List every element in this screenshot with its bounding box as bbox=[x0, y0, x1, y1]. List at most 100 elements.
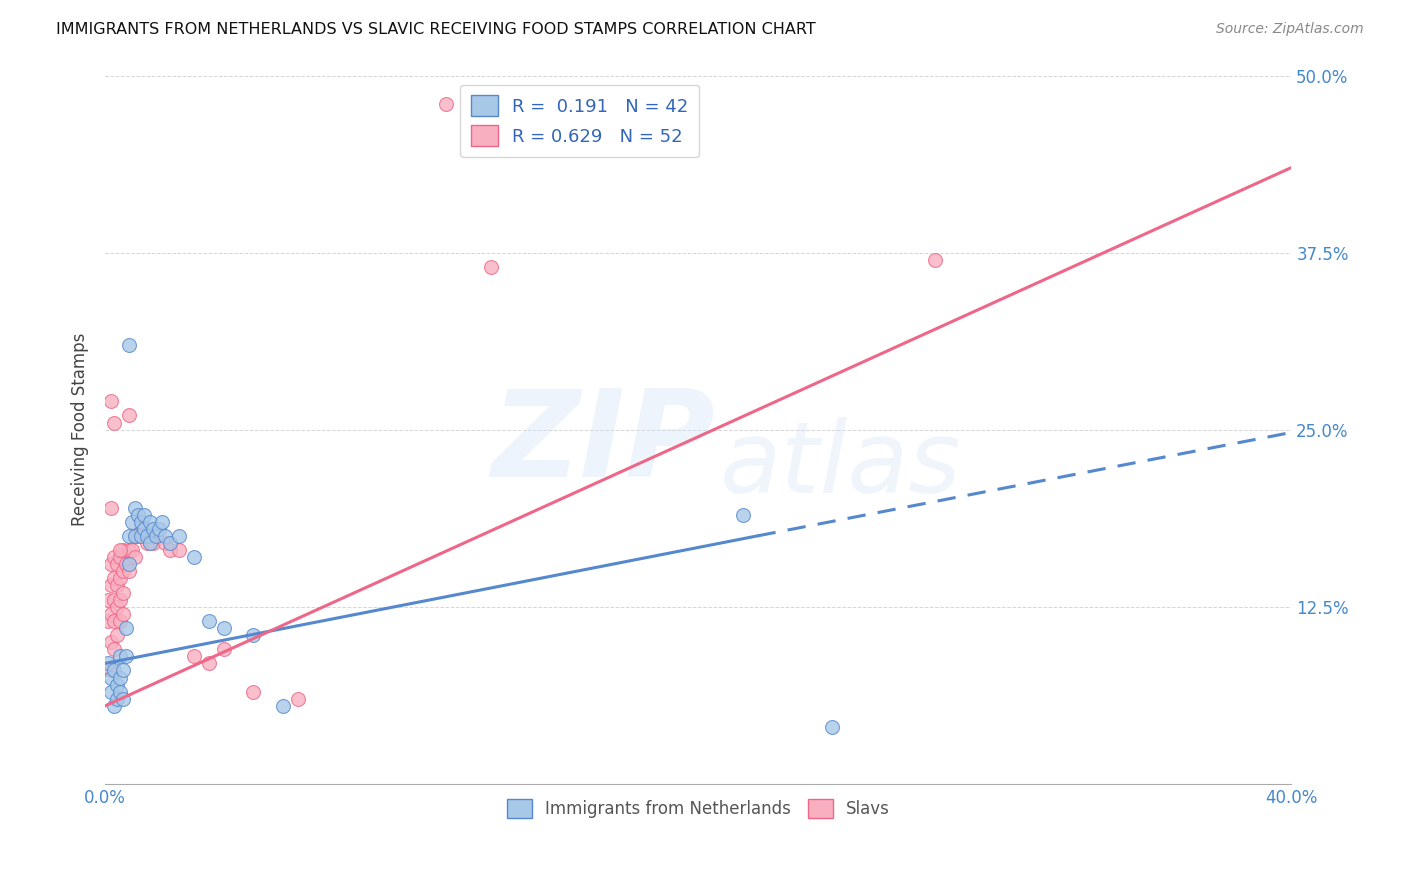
Point bbox=[118, 409, 141, 423]
Point bbox=[111, 543, 134, 558]
Point bbox=[148, 522, 170, 536]
Point bbox=[121, 543, 143, 558]
Point bbox=[924, 252, 946, 267]
Point bbox=[142, 522, 165, 536]
Point bbox=[169, 543, 191, 558]
Point bbox=[145, 529, 167, 543]
Legend: Immigrants from Netherlands, Slavs: Immigrants from Netherlands, Slavs bbox=[501, 792, 897, 825]
Point bbox=[198, 614, 221, 628]
Point bbox=[198, 657, 221, 671]
Point bbox=[121, 515, 143, 529]
Point bbox=[271, 698, 294, 713]
Point bbox=[132, 522, 155, 536]
Point bbox=[103, 614, 125, 628]
Point bbox=[100, 671, 122, 685]
Point bbox=[118, 337, 141, 351]
Point bbox=[138, 515, 160, 529]
Point bbox=[183, 649, 205, 664]
Point bbox=[105, 557, 128, 571]
Point bbox=[821, 720, 844, 734]
Point bbox=[138, 536, 160, 550]
Point bbox=[115, 557, 138, 571]
Point bbox=[242, 684, 264, 698]
Point bbox=[135, 529, 157, 543]
Point bbox=[103, 416, 125, 430]
Point bbox=[103, 592, 125, 607]
Point bbox=[103, 571, 125, 585]
Point bbox=[105, 691, 128, 706]
Point bbox=[153, 529, 176, 543]
Point bbox=[129, 515, 152, 529]
Point bbox=[108, 571, 131, 585]
Point bbox=[108, 684, 131, 698]
Point bbox=[103, 642, 125, 657]
Point bbox=[124, 529, 146, 543]
Text: atlas: atlas bbox=[720, 417, 962, 514]
Point bbox=[118, 564, 141, 578]
Point bbox=[108, 671, 131, 685]
Point bbox=[100, 394, 122, 409]
Point bbox=[111, 564, 134, 578]
Point bbox=[108, 614, 131, 628]
Point bbox=[100, 635, 122, 649]
Point bbox=[129, 522, 152, 536]
Point bbox=[115, 649, 138, 664]
Point bbox=[105, 677, 128, 691]
Point bbox=[150, 515, 173, 529]
Text: IMMIGRANTS FROM NETHERLANDS VS SLAVIC RECEIVING FOOD STAMPS CORRELATION CHART: IMMIGRANTS FROM NETHERLANDS VS SLAVIC RE… bbox=[56, 22, 815, 37]
Point bbox=[183, 550, 205, 565]
Point bbox=[129, 529, 152, 543]
Point bbox=[108, 550, 131, 565]
Point bbox=[434, 96, 457, 111]
Point bbox=[118, 529, 141, 543]
Point bbox=[118, 543, 141, 558]
Point bbox=[111, 607, 134, 621]
Point bbox=[97, 614, 120, 628]
Point bbox=[212, 642, 235, 657]
Point bbox=[100, 557, 122, 571]
Text: ZIP: ZIP bbox=[492, 385, 716, 502]
Point bbox=[132, 508, 155, 522]
Point bbox=[103, 550, 125, 565]
Point bbox=[97, 657, 120, 671]
Point bbox=[108, 592, 131, 607]
Point bbox=[111, 691, 134, 706]
Point bbox=[135, 536, 157, 550]
Point bbox=[115, 621, 138, 635]
Text: Source: ZipAtlas.com: Source: ZipAtlas.com bbox=[1216, 22, 1364, 37]
Point bbox=[105, 628, 128, 642]
Point bbox=[124, 500, 146, 515]
Point bbox=[242, 628, 264, 642]
Point bbox=[127, 508, 149, 522]
Point bbox=[108, 649, 131, 664]
Point bbox=[731, 508, 754, 522]
Point bbox=[287, 691, 309, 706]
Point bbox=[97, 592, 120, 607]
Point bbox=[142, 536, 165, 550]
Point bbox=[118, 557, 141, 571]
Point bbox=[108, 543, 131, 558]
Point bbox=[111, 585, 134, 599]
Point bbox=[138, 529, 160, 543]
Point bbox=[100, 607, 122, 621]
Point bbox=[153, 536, 176, 550]
Point bbox=[100, 664, 122, 678]
Point bbox=[124, 529, 146, 543]
Point bbox=[132, 529, 155, 543]
Point bbox=[159, 543, 181, 558]
Point bbox=[159, 536, 181, 550]
Point bbox=[479, 260, 502, 274]
Point bbox=[212, 621, 235, 635]
Y-axis label: Receiving Food Stamps: Receiving Food Stamps bbox=[72, 333, 89, 526]
Point bbox=[100, 500, 122, 515]
Point bbox=[103, 664, 125, 678]
Point bbox=[105, 578, 128, 592]
Point bbox=[169, 529, 191, 543]
Point bbox=[100, 578, 122, 592]
Point bbox=[127, 529, 149, 543]
Point bbox=[103, 698, 125, 713]
Point bbox=[100, 684, 122, 698]
Point bbox=[124, 550, 146, 565]
Point bbox=[105, 599, 128, 614]
Point bbox=[111, 664, 134, 678]
